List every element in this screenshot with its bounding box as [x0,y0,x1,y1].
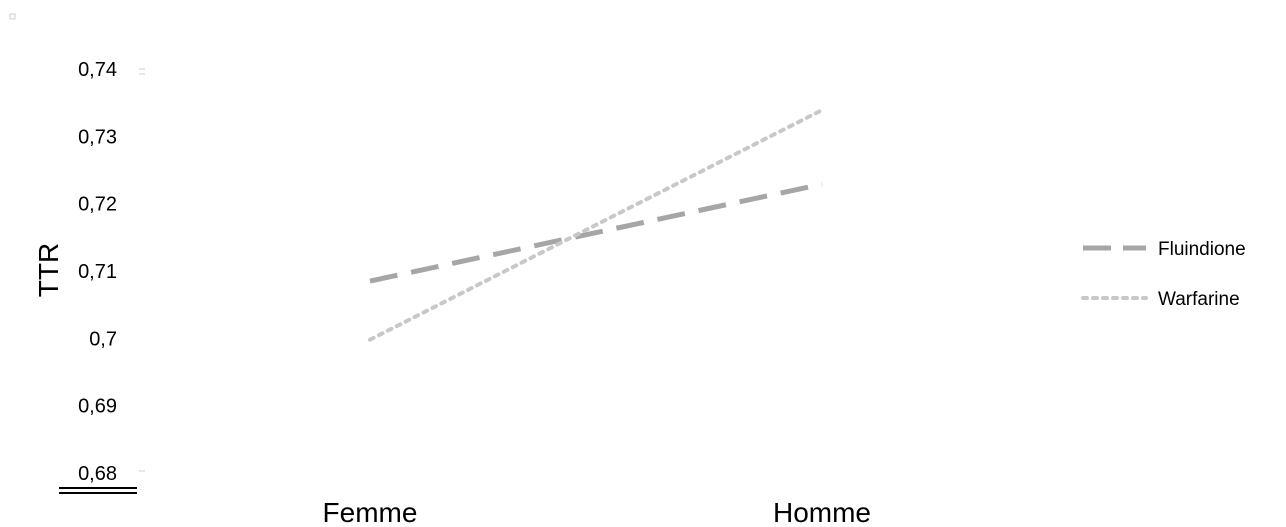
corner-handle [9,13,16,20]
legend-label-fluindione: Fluindione [1158,239,1246,260]
y-axis-title: TTR [33,243,64,297]
y-tick-label: 0,72 [78,194,117,216]
y-tick-label: 0,71 [78,261,117,283]
x-category-label: Femme [323,497,418,527]
x-category-label: Homme [773,497,871,527]
legend-label-warfarine: Warfarine [1158,289,1240,310]
y-tick-label: 0,74 [78,59,117,81]
series-line-warfarine [368,108,824,342]
series-line-fluindione [369,181,823,284]
y-tick-label: 0,69 [78,396,117,418]
y-axis [59,68,145,494]
y-tick-label: 0,7 [89,328,117,350]
y-tick-label: 0,68 [78,463,117,485]
y-tick-label: 0,73 [78,126,117,148]
